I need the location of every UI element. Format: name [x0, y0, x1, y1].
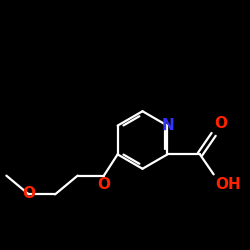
Text: OH: OH: [215, 177, 241, 192]
Text: O: O: [97, 177, 110, 192]
Text: N: N: [161, 118, 174, 133]
Text: O: O: [22, 186, 35, 200]
Text: O: O: [214, 116, 228, 131]
